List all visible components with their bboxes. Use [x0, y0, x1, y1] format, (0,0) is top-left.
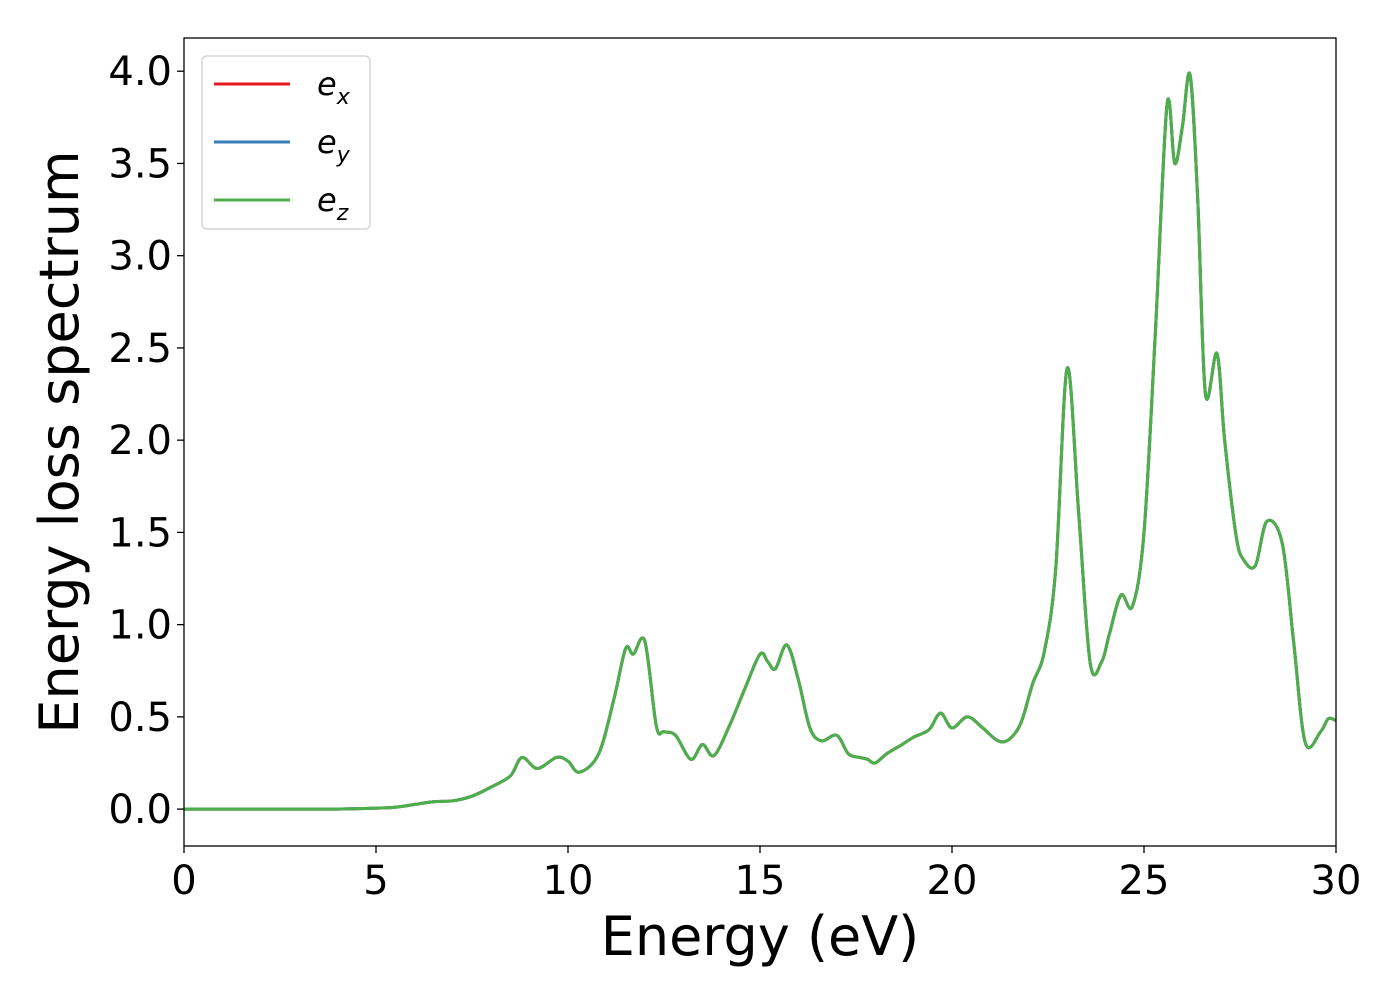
x-tick-label: 20	[927, 858, 978, 904]
y-tick-label: 3.0	[108, 234, 172, 280]
x-tick-label: 25	[1119, 858, 1170, 904]
y-tick-label: 4.0	[108, 49, 172, 95]
legend-label-base: e	[317, 65, 337, 103]
legend-label-ex: ex	[317, 65, 351, 110]
y-tick-label: 0.5	[108, 695, 172, 741]
legend-label-base: e	[317, 123, 337, 161]
legend-label-ez: ez	[317, 181, 349, 226]
legend-label-subscript: z	[336, 201, 349, 226]
x-axis: 0 5 10 15 20 25 30	[171, 846, 1361, 904]
legend-label-ey: ey	[317, 123, 351, 168]
series-line-ez	[184, 71, 1336, 811]
y-tick-label: 3.5	[108, 141, 172, 187]
x-tick-label: 10	[543, 858, 594, 904]
x-axis-label: Energy (eV)	[601, 905, 920, 968]
y-tick-label: 1.5	[108, 510, 172, 556]
y-axis: 0.0 0.5 1.0 1.5 2.0 2.5 3.0 3.5 4.0	[108, 49, 184, 833]
x-tick-label: 0	[171, 858, 196, 904]
x-tick-label: 15	[735, 858, 786, 904]
legend-label-subscript: x	[336, 85, 351, 110]
plot-layer	[184, 71, 1336, 811]
legend-label-subscript: y	[336, 143, 351, 168]
y-tick-label: 2.0	[108, 418, 172, 464]
y-tick-label: 2.5	[108, 326, 172, 372]
x-tick-label: 30	[1311, 858, 1362, 904]
y-axis-label: Energy loss spectrum	[28, 150, 91, 733]
y-tick-label: 0.0	[108, 787, 172, 833]
legend-label-base: e	[317, 181, 337, 219]
y-tick-label: 1.0	[108, 603, 172, 649]
x-tick-label: 5	[363, 858, 388, 904]
